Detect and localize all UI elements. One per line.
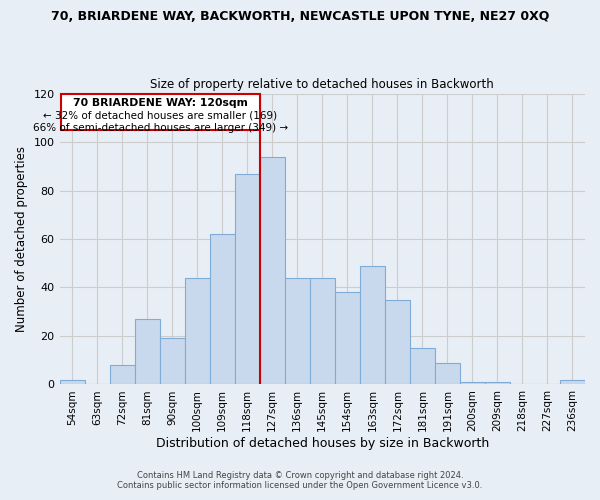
Bar [285,278,310,384]
Bar [235,174,260,384]
Text: 70 BRIARDENE WAY: 120sqm: 70 BRIARDENE WAY: 120sqm [73,98,248,108]
Bar [360,266,385,384]
Bar [185,278,209,384]
Text: 70, BRIARDENE WAY, BACKWORTH, NEWCASTLE UPON TYNE, NE27 0XQ: 70, BRIARDENE WAY, BACKWORTH, NEWCASTLE … [51,10,549,23]
FancyBboxPatch shape [61,94,260,130]
Text: 66% of semi-detached houses are larger (349) →: 66% of semi-detached houses are larger (… [32,122,288,132]
X-axis label: Distribution of detached houses by size in Backworth: Distribution of detached houses by size … [155,437,489,450]
Bar [460,382,485,384]
Bar [59,380,85,384]
Bar [134,319,160,384]
Bar [560,380,585,384]
Bar [410,348,435,385]
Bar [209,234,235,384]
Text: ← 32% of detached houses are smaller (169): ← 32% of detached houses are smaller (16… [43,110,277,120]
Bar [310,278,335,384]
Bar [260,156,285,384]
Bar [160,338,185,384]
Bar [385,300,410,384]
Bar [335,292,360,384]
Title: Size of property relative to detached houses in Backworth: Size of property relative to detached ho… [151,78,494,91]
Bar [110,365,134,384]
Bar [485,382,510,384]
Text: Contains HM Land Registry data © Crown copyright and database right 2024.
Contai: Contains HM Land Registry data © Crown c… [118,470,482,490]
Y-axis label: Number of detached properties: Number of detached properties [15,146,28,332]
Bar [435,362,460,384]
